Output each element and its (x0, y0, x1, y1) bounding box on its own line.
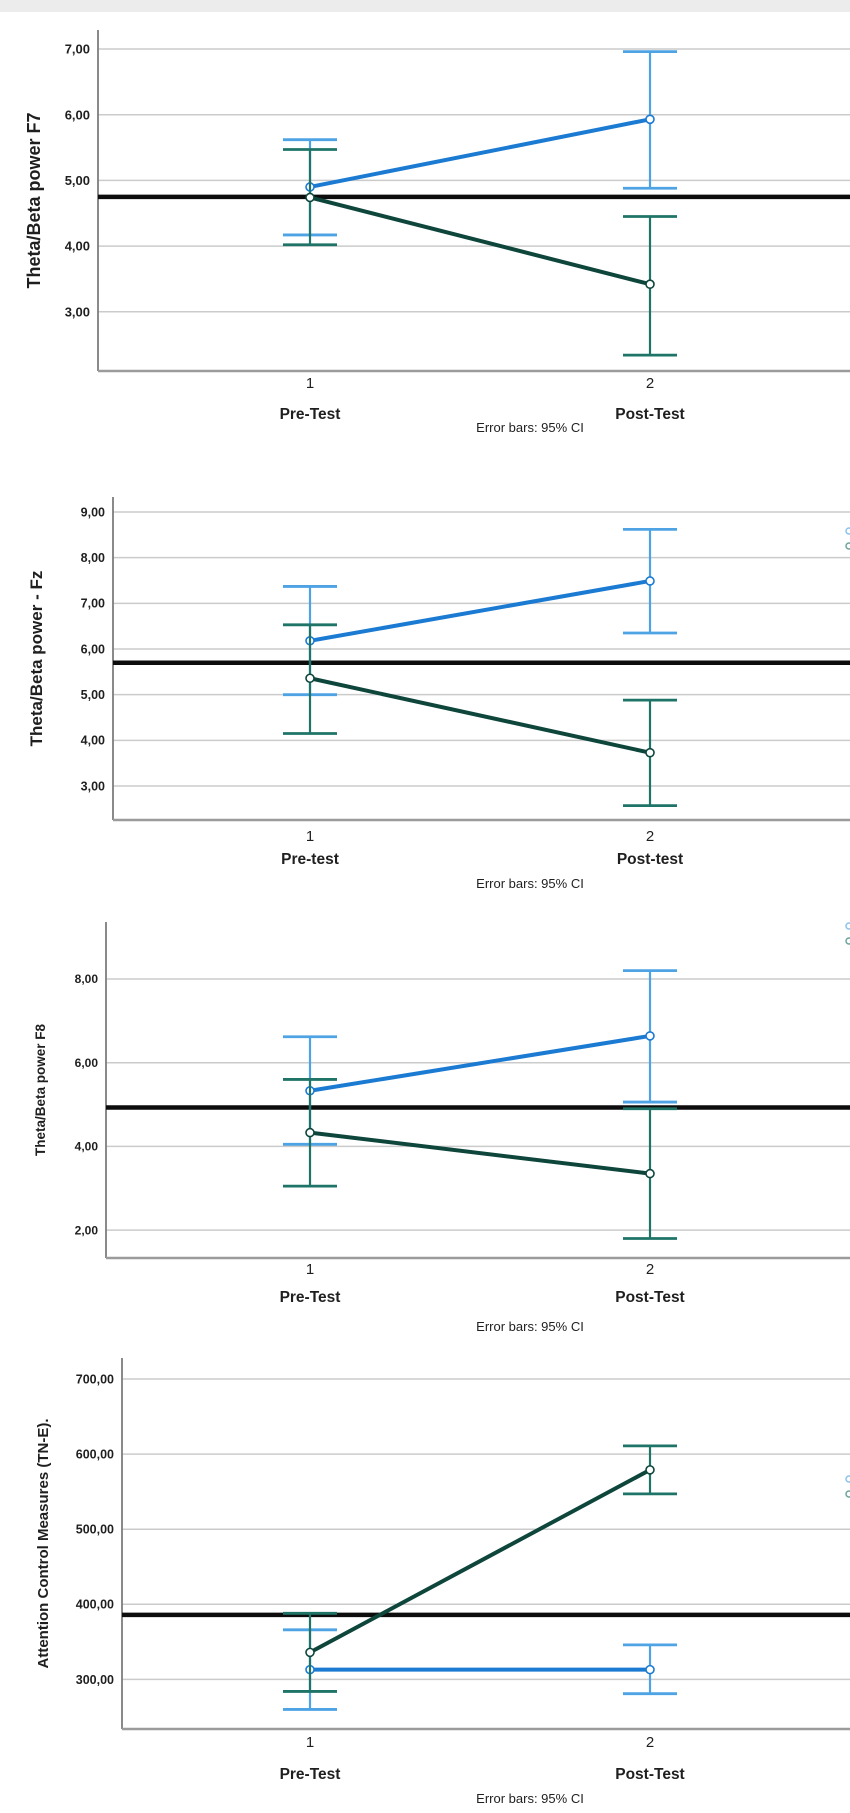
y-tick-label: 600,00 (76, 1447, 114, 1461)
series-line (308, 578, 652, 643)
y-tick-label: 4,00 (65, 239, 90, 254)
legend-stub-teal (845, 542, 850, 550)
chart-3: 8,00 6,00 4,00 2,00 Theta/Beta power F8 1 2 Pre… (33, 922, 850, 1334)
legend-stub-blue (845, 1475, 850, 1483)
x-tick-label: 1 (306, 828, 314, 845)
x-group-label: Post-Test (615, 1766, 684, 1783)
y-tick-label: 4,00 (81, 734, 105, 748)
y-axis-title: Theta/Beta power F8 (33, 1023, 48, 1156)
series-line (308, 676, 652, 755)
legend-stub-teal (845, 937, 850, 945)
error-bars-caption: Error bars: 95% CI (476, 420, 584, 435)
x-group-label: Post-Test (615, 406, 684, 423)
series-dark-teal-group (283, 623, 677, 808)
data-point-marker (645, 576, 655, 586)
y-tick-label: 8,00 (75, 972, 99, 986)
y-tick-label: 500,00 (76, 1523, 114, 1537)
data-point-marker (305, 192, 315, 203)
y-tick-label: 6,00 (75, 1056, 99, 1070)
x-group-label: Pre-test (281, 851, 339, 868)
y-tick-label: 300,00 (76, 1673, 114, 1687)
x-group-label: Post-test (617, 851, 683, 868)
data-point-marker (645, 114, 655, 125)
series-blue-group (283, 527, 677, 697)
data-point-marker (645, 1664, 655, 1675)
x-group-label: Post-Test (615, 1289, 684, 1306)
x-tick-label: 1 (306, 1261, 314, 1278)
x-tick-label: 2 (646, 1261, 654, 1278)
legend-stub-blue (845, 527, 850, 535)
series-line (308, 117, 652, 189)
x-tick-label: 2 (646, 375, 654, 392)
y-tick-label: 3,00 (81, 779, 105, 793)
y-tick-label: 700,00 (76, 1372, 114, 1386)
series-blue-group (283, 1628, 677, 1711)
legend-stub-teal (845, 1490, 850, 1498)
y-tick-label: 6,00 (65, 107, 90, 122)
y-tick-label: 5,00 (81, 688, 105, 702)
y-tick-label: 5,00 (65, 173, 90, 188)
x-tick-label: 1 (306, 375, 314, 392)
data-point-marker (305, 1647, 315, 1658)
y-tick-label: 3,00 (65, 304, 90, 319)
x-tick-label: 2 (646, 1734, 654, 1751)
series-dark-teal-group (283, 1444, 677, 1693)
series-line (308, 1033, 652, 1093)
y-tick-label: 4,00 (75, 1140, 99, 1154)
y-tick-label: 6,00 (81, 642, 105, 656)
top-gray-band (0, 0, 850, 12)
data-point-marker (645, 1168, 655, 1179)
chart-1: 7,00 6,00 5,00 4,00 3,00 Theta/Beta power F7 1… (24, 30, 850, 435)
x-tick-label: 2 (646, 828, 654, 845)
y-tick-label: 2,00 (75, 1223, 99, 1237)
series-line (308, 195, 652, 287)
data-point-marker (305, 673, 315, 684)
data-point-marker (645, 1031, 655, 1041)
x-group-label: Pre-Test (280, 1766, 341, 1783)
x-group-label: Pre-Test (280, 406, 341, 423)
y-axis-title: Theta/Beta power F7 (24, 112, 44, 288)
error-bars-caption: Error bars: 95% CI (476, 876, 584, 891)
y-tick-label: 8,00 (81, 551, 105, 565)
series-blue-group (283, 969, 677, 1146)
y-tick-label: 400,00 (76, 1598, 114, 1612)
chart-4: 700,00 600,00 500,00 400,00 300,00 Attention … (35, 1358, 850, 1806)
x-group-label: Pre-Test (280, 1289, 341, 1306)
data-point-marker (645, 279, 655, 290)
x-tick-label: 1 (306, 1734, 314, 1751)
series-dark-teal-group (283, 148, 677, 357)
y-axis-title: Attention Control Measures (TN-E). (35, 1419, 52, 1669)
series-dark-teal-group (283, 1078, 677, 1240)
data-point-marker (645, 1465, 655, 1475)
series-line (308, 1130, 652, 1176)
y-tick-label: 7,00 (65, 42, 90, 57)
y-axis-title: Theta/Beta power - Fz (27, 571, 46, 747)
error-bars-caption: Error bars: 95% CI (476, 1791, 584, 1806)
y-tick-label: 7,00 (81, 597, 105, 611)
data-point-marker (645, 747, 655, 758)
data-point-marker (305, 1127, 315, 1138)
y-tick-label: 9,00 (81, 505, 105, 519)
series-line (308, 1467, 652, 1655)
chart-2: 9,00 8,00 7,00 6,00 5,00 4,00 3,00 Theta/Beta p… (27, 497, 850, 891)
error-bars-caption: Error bars: 95% CI (476, 1319, 584, 1334)
legend-stub-blue (845, 922, 850, 930)
